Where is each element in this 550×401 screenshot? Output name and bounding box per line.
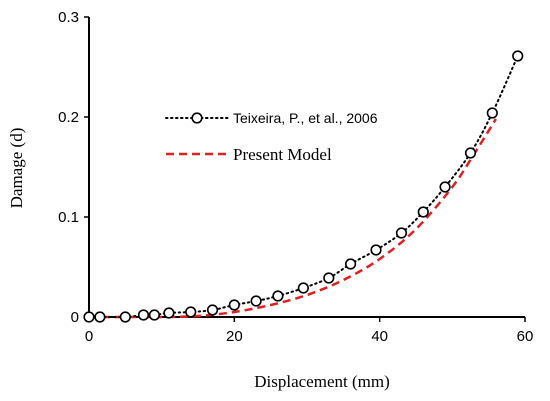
axes	[88, 17, 525, 318]
y-tick-label: 0.3	[58, 9, 79, 26]
legend-entry-teixeira: Teixeira, P., et al., 2006	[165, 110, 378, 126]
data-point-teixeira	[439, 181, 451, 193]
data-point-teixeira	[345, 258, 357, 270]
legend-label-teixeira: Teixeira, P., et al., 2006	[233, 110, 378, 126]
data-point-teixeira	[395, 227, 408, 239]
x-tick-label: 0	[85, 328, 93, 345]
y-tick-label: 0.1	[58, 209, 79, 226]
x-tick-label: 40	[371, 328, 388, 345]
data-point-teixeira	[185, 306, 197, 318]
data-point-teixeira	[323, 272, 335, 284]
data-point-teixeira	[417, 206, 429, 218]
y-axis-label: Damage (d)	[7, 128, 26, 209]
y-tick-label: 0	[71, 309, 79, 326]
x-tick-label: 20	[226, 328, 243, 345]
series-layer	[83, 50, 524, 323]
data-point-teixeira	[83, 311, 95, 323]
data-point-teixeira	[297, 282, 309, 294]
data-point-teixeira	[206, 304, 219, 316]
data-point-teixeira	[163, 307, 175, 319]
y-tick-label: 0.2	[58, 109, 79, 126]
data-point-teixeira	[250, 295, 262, 307]
data-point-teixeira	[228, 299, 240, 311]
data-point-teixeira	[94, 311, 106, 323]
x-axis-ticks: 0 20 40 60	[85, 317, 534, 345]
data-point-teixeira	[512, 50, 524, 62]
data-point-teixeira	[370, 244, 382, 256]
data-point-teixeira	[148, 309, 160, 321]
series-line-present-model	[89, 118, 497, 319]
data-point-teixeira	[272, 290, 284, 302]
legend-marker-teixeira	[191, 112, 203, 124]
data-point-teixeira	[464, 147, 477, 159]
legend-entry-present-model: Present Model	[166, 145, 332, 164]
data-point-teixeira	[137, 309, 150, 321]
x-axis-label: Displacement (mm)	[254, 372, 390, 391]
legend: Teixeira, P., et al., 2006 Present Model	[165, 110, 378, 164]
y-axis-ticks: 0 0.1 0.2 0.3	[58, 9, 89, 326]
data-point-teixeira	[119, 311, 131, 323]
legend-label-present-model: Present Model	[233, 145, 332, 164]
data-point-teixeira	[486, 107, 498, 119]
x-tick-label: 60	[517, 328, 534, 345]
